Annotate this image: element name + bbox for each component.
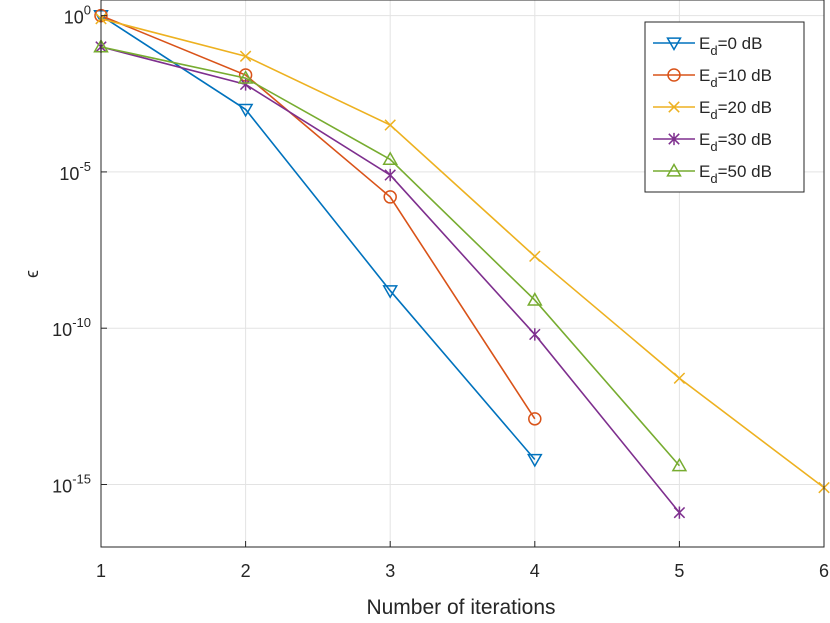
y-tick-exponent: -15: [72, 471, 91, 486]
data-point: [382, 151, 398, 166]
series-line: [100, 46, 681, 467]
y-tick-label: 10-10: [52, 315, 91, 340]
y-axis-label: ϵ: [22, 270, 42, 278]
data-point: [527, 292, 543, 306]
series-5: [93, 38, 688, 472]
y-tick-base: 10: [64, 8, 84, 28]
data-point: [239, 50, 252, 62]
y-tick-exponent: -5: [79, 159, 91, 174]
legend-marker: [668, 132, 680, 146]
data-point: [384, 168, 396, 182]
legend-marker: [666, 162, 682, 177]
legend-label: Ed=0 dB: [699, 34, 762, 58]
legend-item: Ed=30 dB: [653, 130, 772, 154]
series-1: [93, 10, 543, 468]
legend: Ed=0 dB Ed=10 dB Ed=20 dB Ed=30 dB Ed=50 dB: [644, 21, 805, 193]
x-tick-label: 5: [674, 561, 684, 581]
legend-label: Ed=50 dB: [699, 162, 772, 186]
legend-label: Ed=20 dB: [699, 98, 772, 122]
y-tick-exponent: -10: [72, 315, 91, 330]
data-point: [528, 412, 542, 426]
data-point: [671, 457, 688, 472]
data-point: [384, 119, 396, 131]
y-tick-exponent: 0: [84, 3, 91, 18]
legend-item: Ed=20 dB: [653, 98, 772, 122]
x-tick-label: 1: [96, 561, 106, 581]
legend-item: Ed=50 dB: [653, 162, 772, 186]
y-tick-label: 10-15: [52, 471, 91, 496]
series-line: [100, 17, 825, 489]
y-tick-label: 10-5: [59, 159, 91, 184]
legend-label: Ed=10 dB: [699, 66, 772, 90]
data-point: [237, 103, 254, 118]
legend-item: Ed=0 dB: [653, 34, 762, 58]
legend-marker: [666, 37, 682, 52]
legend-item: Ed=10 dB: [653, 66, 772, 90]
y-tick-label: 100: [64, 3, 91, 28]
y-tick-base: 10: [59, 164, 79, 184]
x-axis-label: Number of iterations: [366, 596, 555, 619]
data-point: [237, 70, 254, 84]
data-point: [527, 453, 543, 468]
series-2: [94, 8, 542, 426]
data-point: [673, 372, 686, 384]
data-point: [529, 250, 541, 263]
legend-label: Ed=30 dB: [699, 130, 772, 154]
legend-marker: [668, 101, 680, 113]
y-tick-base: 10: [52, 476, 72, 496]
x-tick-label: 4: [530, 561, 540, 581]
legend-marker: [667, 68, 681, 82]
y-tick-base: 10: [52, 320, 72, 340]
x-tick-label: 3: [385, 561, 395, 581]
data-point: [673, 506, 686, 519]
data-point: [383, 190, 397, 204]
plot-frame: [100, 0, 825, 548]
data-point: [382, 285, 398, 299]
x-tick-label: 6: [819, 561, 829, 581]
data-point: [529, 328, 541, 341]
series-line: [100, 14, 536, 420]
x-tick-label: 2: [241, 561, 251, 581]
